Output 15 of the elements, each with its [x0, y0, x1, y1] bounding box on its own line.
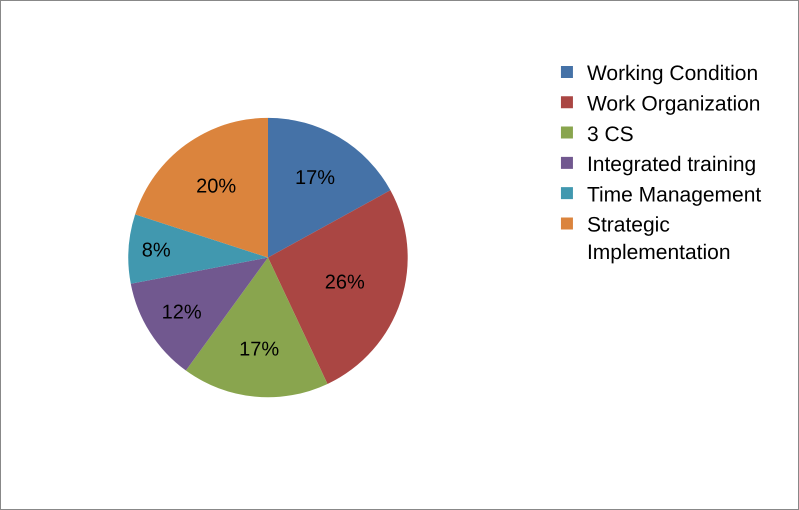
pie-slice [268, 118, 390, 258]
data-label: 12% [162, 301, 202, 324]
legend-label: Integrated training [586, 153, 756, 176]
legend-label: Time Management [586, 183, 762, 206]
legend-label: Working Condition [586, 62, 758, 86]
data-label: 20% [196, 175, 236, 198]
pie-slice [135, 118, 268, 258]
data-label: 17% [294, 166, 336, 189]
legend-label: Work Organization [586, 92, 760, 116]
data-label: 17% [239, 338, 280, 361]
data-label: 26% [324, 272, 365, 294]
data-label: 8% [142, 240, 171, 262]
pie-slice [128, 214, 268, 284]
legend-label: 3 CS [586, 122, 634, 146]
legend-label: Strategic Implementation [586, 214, 731, 264]
